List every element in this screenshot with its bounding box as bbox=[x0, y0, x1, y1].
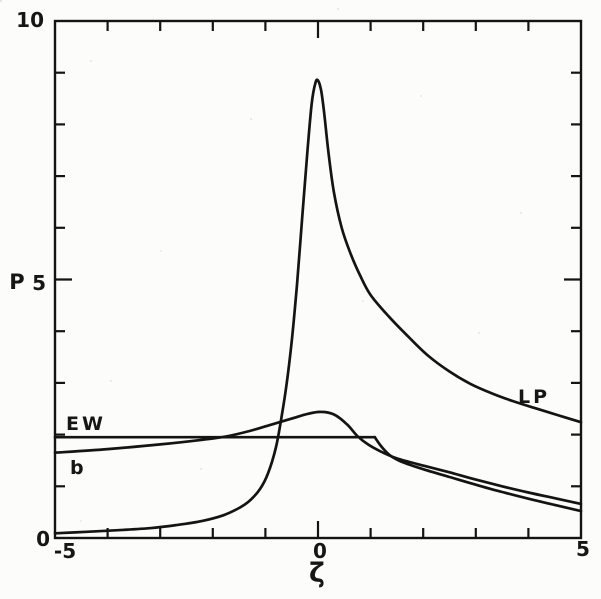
curve-label-lp: LP bbox=[518, 386, 551, 408]
x-tick-label-0: 0 bbox=[313, 539, 327, 563]
ew-curve bbox=[373, 435, 583, 513]
x-tick-label-5: 5 bbox=[576, 537, 590, 561]
y-tick-label-10: 10 bbox=[16, 8, 44, 32]
x-axis-title: ζ bbox=[309, 558, 325, 589]
y-tick-label-5: 5 bbox=[32, 271, 46, 295]
curve-label-b: b bbox=[70, 457, 87, 479]
axes-frame bbox=[53, 19, 583, 540]
lp-curve bbox=[53, 78, 583, 535]
y-axis-title: P bbox=[9, 270, 25, 294]
y-tick-label-0: 0 bbox=[36, 527, 50, 551]
b-curve bbox=[53, 410, 583, 506]
scan-noise bbox=[0, 0, 2, 2]
curve-label-ew: EW bbox=[66, 413, 106, 435]
x-tick-label-minus5: -5 bbox=[53, 539, 77, 563]
